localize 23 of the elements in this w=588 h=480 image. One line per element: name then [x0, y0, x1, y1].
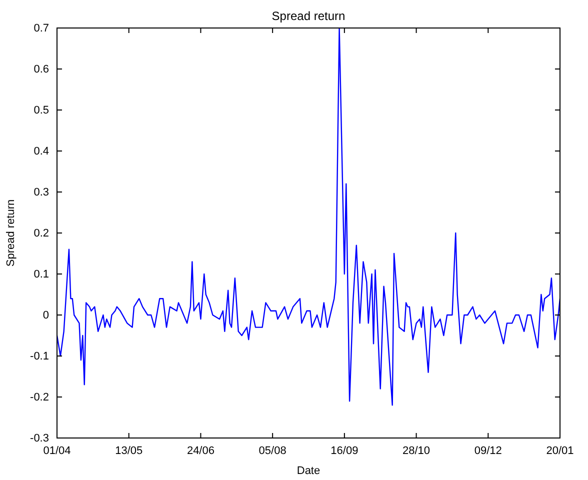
y-tick-label: 0.1 [34, 268, 49, 281]
y-tick-label: 0.4 [34, 146, 49, 158]
y-tick-label: 0.6 [34, 64, 49, 76]
y-tick-label: 0.5 [34, 104, 49, 117]
y-tick-label: -0.3 [30, 432, 49, 445]
x-tick-label: 05/08 [258, 444, 286, 457]
x-tick-label: 28/10 [402, 444, 430, 457]
y-tick-label: 0 [42, 310, 49, 322]
x-tick-label: 20/01 [546, 444, 574, 457]
x-tick-label: 09/12 [474, 444, 502, 457]
y-axis-title: Spread return [5, 199, 17, 267]
x-tick-label: 24/06 [186, 444, 214, 457]
line-series [57, 28, 560, 406]
y-tick-label: 0.3 [34, 186, 49, 199]
y-tick-label: -0.1 [30, 350, 49, 363]
x-tick-label: 13/05 [115, 444, 143, 457]
y-tick-label: 0.7 [34, 22, 49, 35]
y-tick-label: -0.2 [30, 392, 49, 404]
chart-title: Spread return [272, 9, 346, 23]
y-tick-label: 0.2 [34, 228, 49, 240]
x-tick-label: 01/04 [43, 444, 71, 457]
x-axis-title: Date [296, 465, 320, 477]
x-tick-label: 16/09 [330, 444, 358, 457]
